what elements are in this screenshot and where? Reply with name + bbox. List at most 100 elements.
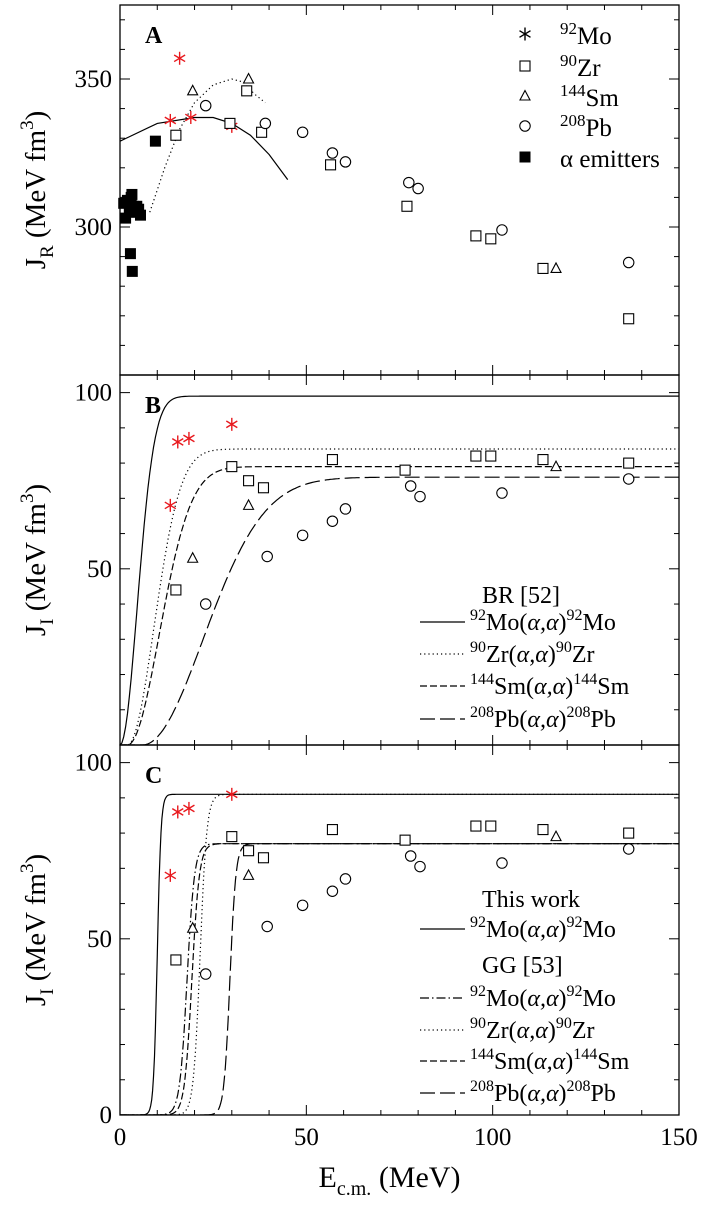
point-square: [226, 831, 238, 843]
label-part: Mo: [583, 986, 616, 1012]
data-points: [164, 417, 635, 610]
data-points: [164, 787, 635, 980]
point-asterisk: [164, 498, 177, 512]
point-square: [325, 159, 337, 171]
point-square: [170, 954, 182, 966]
legend-label: 92Mo(α,α)92Mo: [470, 914, 616, 943]
point-square: [224, 117, 236, 129]
point-circle: [326, 147, 339, 159]
x-tick-label: 50: [294, 1124, 319, 1151]
label-part: 208: [567, 1078, 591, 1095]
point-square: [485, 450, 497, 462]
point-circle: [326, 885, 339, 897]
label-part: 90: [470, 639, 486, 656]
legend-label: 92Mo(α,α)92Mo: [470, 983, 616, 1012]
label-part: (MeV fm: [20, 873, 52, 989]
asterisk-stroke: [171, 438, 184, 446]
legend-marker-filled-square: [519, 151, 531, 163]
legend-label: 90Zr: [560, 51, 601, 82]
label-part: ): [20, 854, 52, 864]
point-circle: [414, 490, 426, 503]
asterisk-stroke: [183, 804, 195, 813]
point-circle: [296, 529, 309, 542]
asterisk-stroke: [519, 30, 531, 38]
label-part: Pb(: [494, 1081, 527, 1107]
legend-title: This work: [482, 887, 580, 913]
point-square: [470, 820, 482, 832]
point-circle: [496, 224, 508, 236]
label-part: ): [559, 610, 567, 636]
point-circle: [404, 850, 417, 862]
point-asterisk: [183, 431, 195, 445]
label-part: I: [37, 989, 58, 995]
point-filled-square: [124, 248, 136, 260]
asterisk-stroke: [184, 113, 197, 122]
label-part: Mo: [583, 917, 616, 943]
label-part: α,α: [517, 1018, 549, 1044]
label-part: 92: [567, 983, 583, 1000]
label-part: 90: [556, 639, 572, 656]
legend-label: 90Zr(α,α)90Zr: [470, 1015, 595, 1044]
point-circle: [622, 843, 635, 855]
point-square: [623, 313, 635, 325]
legend-title: BR [52]: [482, 583, 560, 609]
asterisk-stroke: [164, 116, 177, 125]
label-part: ): [565, 674, 573, 700]
label-part: c.m.: [337, 1178, 371, 1200]
label-part: Pb: [591, 1081, 616, 1107]
curve-longdash: [120, 476, 679, 745]
legend-label: 92Mo(α,α)92Mo: [470, 607, 616, 636]
data-points: [118, 51, 635, 325]
legend-label: 144Sm: [560, 81, 619, 112]
label-part: Mo(: [486, 986, 527, 1012]
label-part: Zr(: [486, 1018, 517, 1044]
label-part: Pb: [586, 115, 612, 142]
curves: [120, 395, 679, 745]
label-part: α,α: [527, 1081, 559, 1107]
legend-label: 92Mo: [560, 19, 612, 50]
curve-solid: [120, 116, 289, 180]
label-part: ): [559, 707, 567, 733]
point-square: [257, 482, 270, 494]
label-part: Pb(: [494, 707, 527, 733]
legend-marker-triangle: [519, 89, 531, 101]
y-tick-label: 100: [75, 380, 113, 407]
point-square: [226, 461, 238, 473]
panel-c: 0 50 100 0 50 100 150 C JI (MeV fm3) Ec.m. (MeV) T…: [17, 744, 698, 1200]
y-tick-label: 100: [75, 750, 113, 777]
asterisk-stroke: [225, 790, 238, 799]
label-part: 144: [470, 671, 494, 688]
legend-label: 144Sm(α,α)144Sm: [470, 671, 630, 700]
point-square: [470, 230, 482, 242]
y-axis-label: JI (MeV fm3): [17, 854, 58, 1006]
label-part: 3: [17, 864, 38, 874]
label-part: α,α: [534, 674, 566, 700]
curves: [120, 78, 289, 213]
point-asterisk: [173, 51, 186, 65]
point-triangle: [186, 921, 199, 933]
point-square: [485, 233, 497, 245]
point-asterisk: [164, 113, 177, 127]
point-square: [326, 824, 338, 836]
point-square: [537, 454, 549, 466]
x-axis-label: Ec.m. (MeV): [319, 1161, 461, 1200]
legend-label: 90Zr(α,α)90Zr: [470, 639, 595, 668]
y-axis-label: JR (MeV fm3): [17, 111, 58, 270]
label-part: α,α: [527, 917, 559, 943]
point-asterisk: [225, 787, 238, 801]
point-triangle: [242, 72, 255, 84]
point-square: [401, 200, 413, 212]
point-square: [623, 457, 635, 469]
point-circle: [259, 117, 272, 130]
point-square: [243, 845, 255, 857]
label-part: 92: [470, 983, 486, 1000]
curve-longdash: [120, 843, 679, 1115]
point-asterisk: [171, 805, 184, 819]
point-circle: [199, 598, 212, 610]
point-filled-square: [149, 135, 161, 147]
asterisk-stroke: [164, 501, 177, 510]
